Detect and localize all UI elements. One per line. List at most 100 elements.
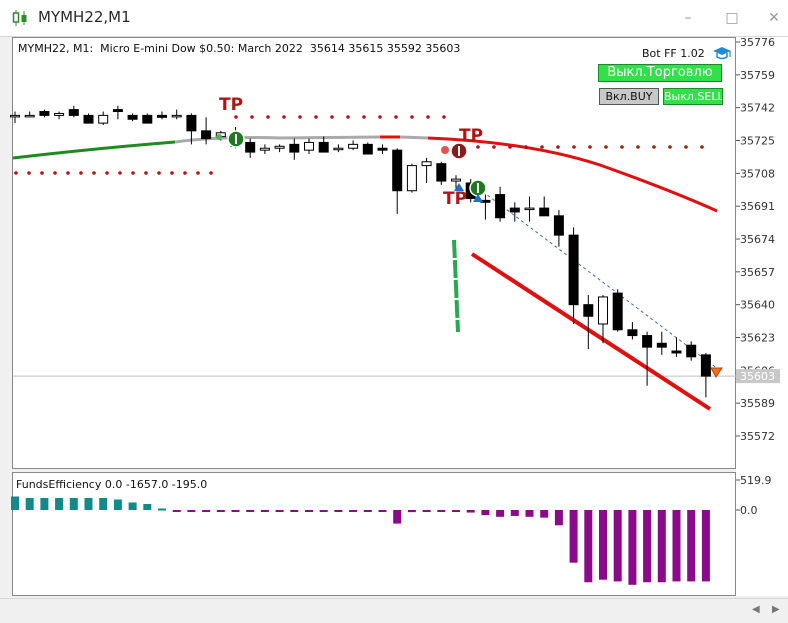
tp-level-dot <box>410 115 414 119</box>
indicator-bar <box>260 510 269 512</box>
candle-body <box>186 114 197 132</box>
price-axis-label: 35623 <box>740 332 775 345</box>
tp-level-dot <box>170 171 174 175</box>
indicator-bar <box>437 510 446 512</box>
indicator-bar <box>172 510 181 512</box>
indicator-bar <box>290 510 299 512</box>
price-chart-area[interactable] <box>12 37 736 469</box>
scroll-left-icon[interactable]: ◀ <box>752 604 760 615</box>
indicator-bar <box>84 498 93 510</box>
indicator-bar <box>363 510 372 512</box>
price-axis-label: 35725 <box>740 135 775 148</box>
window-title: MYMH22,M1 <box>38 8 131 26</box>
trend-line-down-2 <box>427 136 718 213</box>
tp-level-dot <box>378 115 382 119</box>
indicator-bar <box>187 510 196 512</box>
close-button[interactable]: ✕ <box>768 10 780 26</box>
candle-body <box>568 234 579 306</box>
indicator-bar <box>305 510 313 512</box>
tp-level-dot <box>330 115 334 119</box>
candle-body <box>24 114 35 118</box>
tp-level-dot <box>668 145 672 149</box>
window-titlebar: MYMH22,M1 – □ ✕ <box>0 0 788 37</box>
candle-body <box>68 109 79 116</box>
maximize-button[interactable]: □ <box>725 10 739 26</box>
tp-level-dot <box>105 171 109 175</box>
indicator-bar <box>25 498 34 510</box>
price-axis-label: 35589 <box>740 397 775 410</box>
toggle-sell-button[interactable]: Выкл.SELL <box>663 88 723 105</box>
tp-level-dot <box>426 115 430 119</box>
candle-body <box>406 165 417 192</box>
price-axis-label: 35708 <box>740 167 775 180</box>
candle-body <box>83 114 94 124</box>
indicator-bar <box>216 510 225 512</box>
price-axis-label: 35691 <box>740 200 775 213</box>
horizontal-scrollbar[interactable]: ◀ ▶ <box>0 598 788 623</box>
candle-body <box>451 178 461 182</box>
indicator-axis-label: 519.9 <box>740 474 772 487</box>
trend-line-up <box>12 140 176 160</box>
tp-level-dot <box>508 145 512 149</box>
candle-body <box>539 207 550 217</box>
tp-level-dot <box>556 145 560 149</box>
indicator-bar <box>158 508 166 511</box>
toggle-buy-button[interactable]: Вкл.BUY <box>599 88 659 105</box>
price-axis-label: 35640 <box>740 299 775 312</box>
candle-body <box>700 354 711 377</box>
tp-level-dot <box>476 145 480 149</box>
candle-body <box>509 207 520 213</box>
current-price-badge <box>736 369 780 384</box>
price-axis-label: 35742 <box>740 102 775 115</box>
tp-level-dot <box>92 171 96 175</box>
candle-body <box>524 207 535 211</box>
candle-body <box>112 109 123 113</box>
indicator-bar <box>113 499 122 510</box>
tp-level-dot <box>40 171 44 175</box>
indicator-bar <box>657 510 666 583</box>
price-axis-label: 35572 <box>740 430 775 443</box>
candle-body <box>304 141 314 151</box>
minimize-button[interactable]: – <box>684 10 692 26</box>
price-axis[interactable] <box>736 37 788 596</box>
exit-dot <box>441 146 449 154</box>
buy-arrow-icon <box>454 183 464 191</box>
take-profit-label: TP <box>219 95 243 115</box>
candle-body <box>612 292 623 331</box>
price-axis-label: 35674 <box>740 233 775 246</box>
indicator-bar <box>452 510 460 512</box>
indicator-bar <box>69 498 78 510</box>
tp-level-dot <box>53 171 57 175</box>
indicator-bar <box>319 510 328 512</box>
price-axis-label: 35657 <box>740 266 775 279</box>
tp-level-dot <box>362 115 366 119</box>
indicator-bar <box>496 510 505 517</box>
candle-body <box>98 114 109 124</box>
indicator-bar <box>407 510 416 513</box>
price-axis-label: 35759 <box>740 69 775 82</box>
tp-level-dot <box>652 145 656 149</box>
tp-level-dot <box>620 145 624 149</box>
candle-body <box>39 111 50 116</box>
tp-level-dot <box>604 145 608 149</box>
current-price-label: 35603 <box>740 370 775 383</box>
tp-level-dot <box>684 145 688 149</box>
tp-level-dot <box>298 115 302 119</box>
tp-level-dot <box>266 115 270 119</box>
tp-level-dot <box>66 171 70 175</box>
candle-body <box>201 130 212 140</box>
indicator-bar <box>422 510 431 512</box>
indicator-bar <box>701 510 710 582</box>
scroll-right-icon[interactable]: ▶ <box>772 604 780 615</box>
projection-line <box>477 187 723 373</box>
indicator-bar <box>128 502 137 510</box>
toggle-trading-button[interactable]: Выкл.Торговлю <box>598 64 722 82</box>
sell-channel-line <box>470 252 712 411</box>
trend-line-neutral-2 <box>399 135 429 140</box>
candle-body <box>274 145 285 149</box>
graduation-cap-icon <box>713 47 732 60</box>
indicator-bar <box>540 510 549 518</box>
indicator-bar <box>11 496 19 510</box>
indicator-header: FundsEfficiency 0.0 -1657.0 -195.0 <box>16 478 208 491</box>
